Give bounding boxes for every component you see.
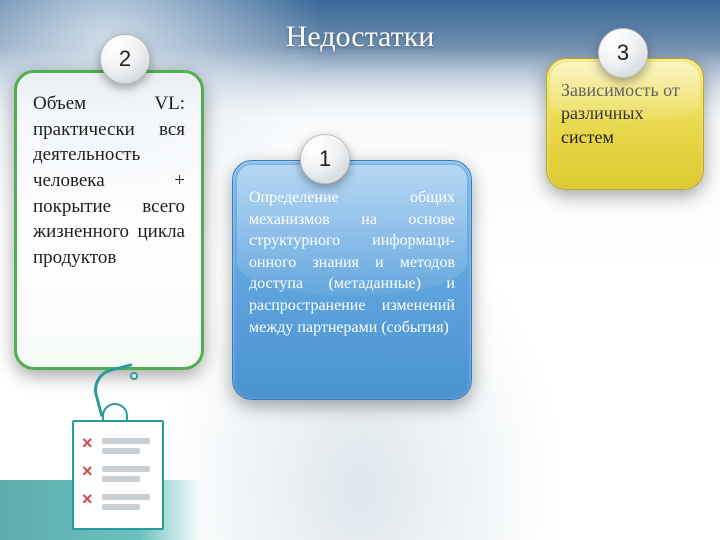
checklist-line: [102, 504, 140, 510]
checklist-line: [102, 438, 150, 444]
badge-1-number: 1: [319, 146, 331, 172]
card-blue-text: Определение общих механизмов на основе с…: [249, 189, 455, 336]
slide-title: Недостатки: [0, 20, 720, 54]
card-green: Объем VL: практически вся деятельность ч…: [14, 70, 204, 370]
checklist-line: [102, 494, 150, 500]
checklist-illustration: × × ×: [60, 370, 180, 530]
badge-1: 1: [300, 134, 350, 184]
checklist-line: [102, 476, 140, 482]
checklist-paper: × × ×: [72, 420, 164, 530]
x-mark-icon: ×: [82, 464, 96, 478]
card-green-text: Объем VL: практически вся деятельность ч…: [33, 93, 185, 268]
x-mark-icon: ×: [82, 436, 96, 450]
card-blue: Определение общих механизмов на основе с…: [232, 160, 472, 400]
arm-dot-icon: [130, 372, 138, 380]
x-mark-icon: ×: [82, 492, 96, 506]
card-yellow-text: Зависимость от различных систем: [561, 80, 680, 147]
checklist-line: [102, 448, 140, 454]
checklist-line: [102, 466, 150, 472]
